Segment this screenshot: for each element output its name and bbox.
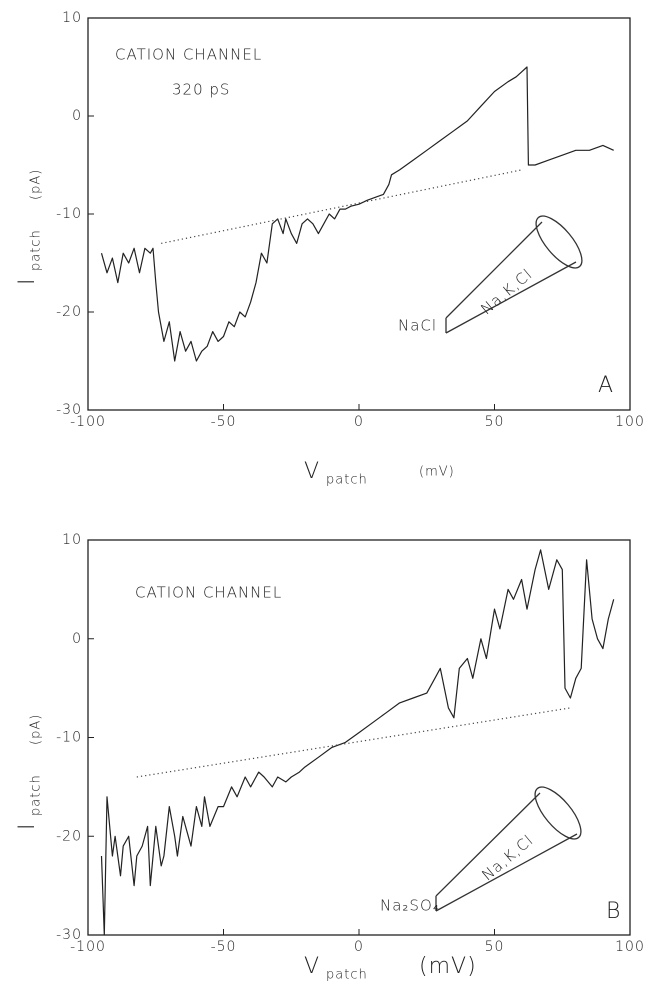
y-axis-label-sub: patch (29, 774, 44, 816)
x-tick-label: 100 (615, 414, 645, 430)
x-tick-label: -100 (70, 414, 106, 430)
y-tick-label: -10 (56, 206, 82, 222)
y-tick-label: -30 (56, 402, 82, 418)
annotation: Na₂SO₄ (380, 897, 440, 915)
plot-frame (87, 17, 631, 411)
x-tick-label: 100 (615, 939, 645, 955)
annotation: NaCl (398, 317, 437, 335)
y-axis-label: I (15, 823, 40, 831)
x-tick-label: 0 (354, 939, 364, 955)
x-axis-label: V (304, 954, 320, 979)
y-tick-label: 0 (72, 631, 82, 647)
annotation: Na,K,Cl (478, 831, 537, 884)
x-tick-label: -100 (70, 939, 106, 955)
y-tick-label: -20 (56, 828, 82, 844)
x-axis-label-sub: patch (326, 473, 368, 488)
y-axis-label-sub: patch (29, 229, 44, 271)
annotation: B (606, 899, 621, 924)
x-axis-label-sub: patch (326, 968, 368, 983)
y-tick-label: 10 (62, 532, 82, 548)
y-axis-label: I (15, 278, 40, 286)
y-tick-label: -10 (56, 730, 82, 746)
x-axis-unit: (mV) (419, 954, 477, 979)
x-tick-label: -50 (211, 939, 237, 955)
y-tick-label: 0 (72, 108, 82, 124)
y-axis-unit: (pA) (29, 714, 44, 745)
reference-line (161, 169, 522, 244)
x-tick-label: 50 (485, 414, 505, 430)
x-tick-label: 50 (485, 939, 505, 955)
x-tick-label: 0 (354, 414, 364, 430)
annotation: A (598, 373, 614, 398)
pipette-b (435, 786, 582, 912)
annotation: Na,K,Cl (477, 265, 536, 318)
annotation: CATION CHANNEL (115, 46, 262, 64)
pipette-a (445, 215, 583, 334)
annotation: 320 pS (172, 81, 230, 99)
y-tick-label: -30 (56, 927, 82, 943)
x-tick-label: -50 (211, 414, 237, 430)
x-axis-unit: (mV) (419, 465, 455, 480)
y-axis-unit: (pA) (29, 169, 44, 200)
x-axis-label: V (304, 459, 320, 484)
y-tick-label: -20 (56, 304, 82, 320)
current-trace (100, 549, 615, 936)
reference-line (136, 707, 571, 778)
y-tick-label: 10 (62, 10, 82, 26)
annotation: CATION CHANNEL (135, 584, 282, 602)
current-trace (100, 66, 614, 362)
